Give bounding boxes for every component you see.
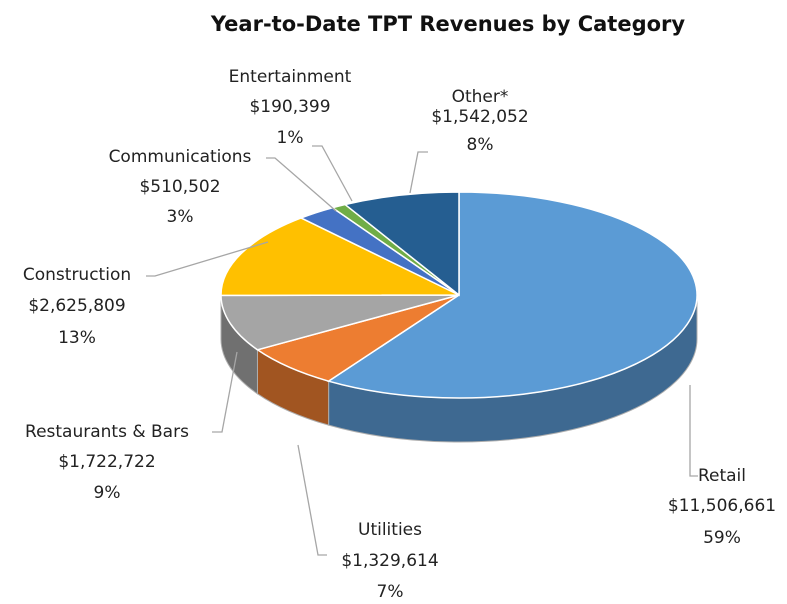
label-category: Other* [452, 87, 509, 107]
leader-line [212, 351, 238, 433]
leader-line [297, 444, 327, 556]
leader-line [146, 241, 269, 277]
slice [326, 191, 698, 399]
label-category: Entertainment [229, 67, 352, 87]
label-category: Restaurants & Bars [25, 422, 189, 442]
label-percent: 59% [703, 528, 741, 548]
label-value: $1,722,722 [58, 452, 155, 472]
leader-line [689, 385, 698, 477]
label-value: $1,329,614 [341, 551, 438, 571]
chart-title: Year-to-Date TPT Revenues by Category [210, 12, 686, 36]
label-category: Retail [698, 466, 746, 486]
leader-line [312, 145, 353, 202]
label-percent: 7% [377, 582, 404, 602]
slice [220, 217, 460, 297]
label-value: $1,542,052 [431, 107, 528, 127]
label-percent: 8% [467, 135, 494, 155]
label-percent: 13% [58, 328, 96, 348]
label-percent: 1% [277, 128, 304, 148]
label-value: $510,502 [139, 177, 220, 197]
slice [343, 191, 460, 297]
label-category: Communications [109, 147, 252, 167]
label-value: $11,506,661 [668, 496, 776, 516]
label-percent: 3% [167, 207, 194, 227]
slice [220, 294, 460, 351]
label-category: Construction [23, 265, 131, 285]
label-value: $190,399 [249, 97, 330, 117]
label-percent: 9% [94, 483, 121, 503]
label-category: Utilities [358, 520, 422, 540]
label-value: $2,625,809 [28, 296, 125, 316]
leader-line [409, 151, 428, 194]
leader-line [266, 157, 337, 212]
